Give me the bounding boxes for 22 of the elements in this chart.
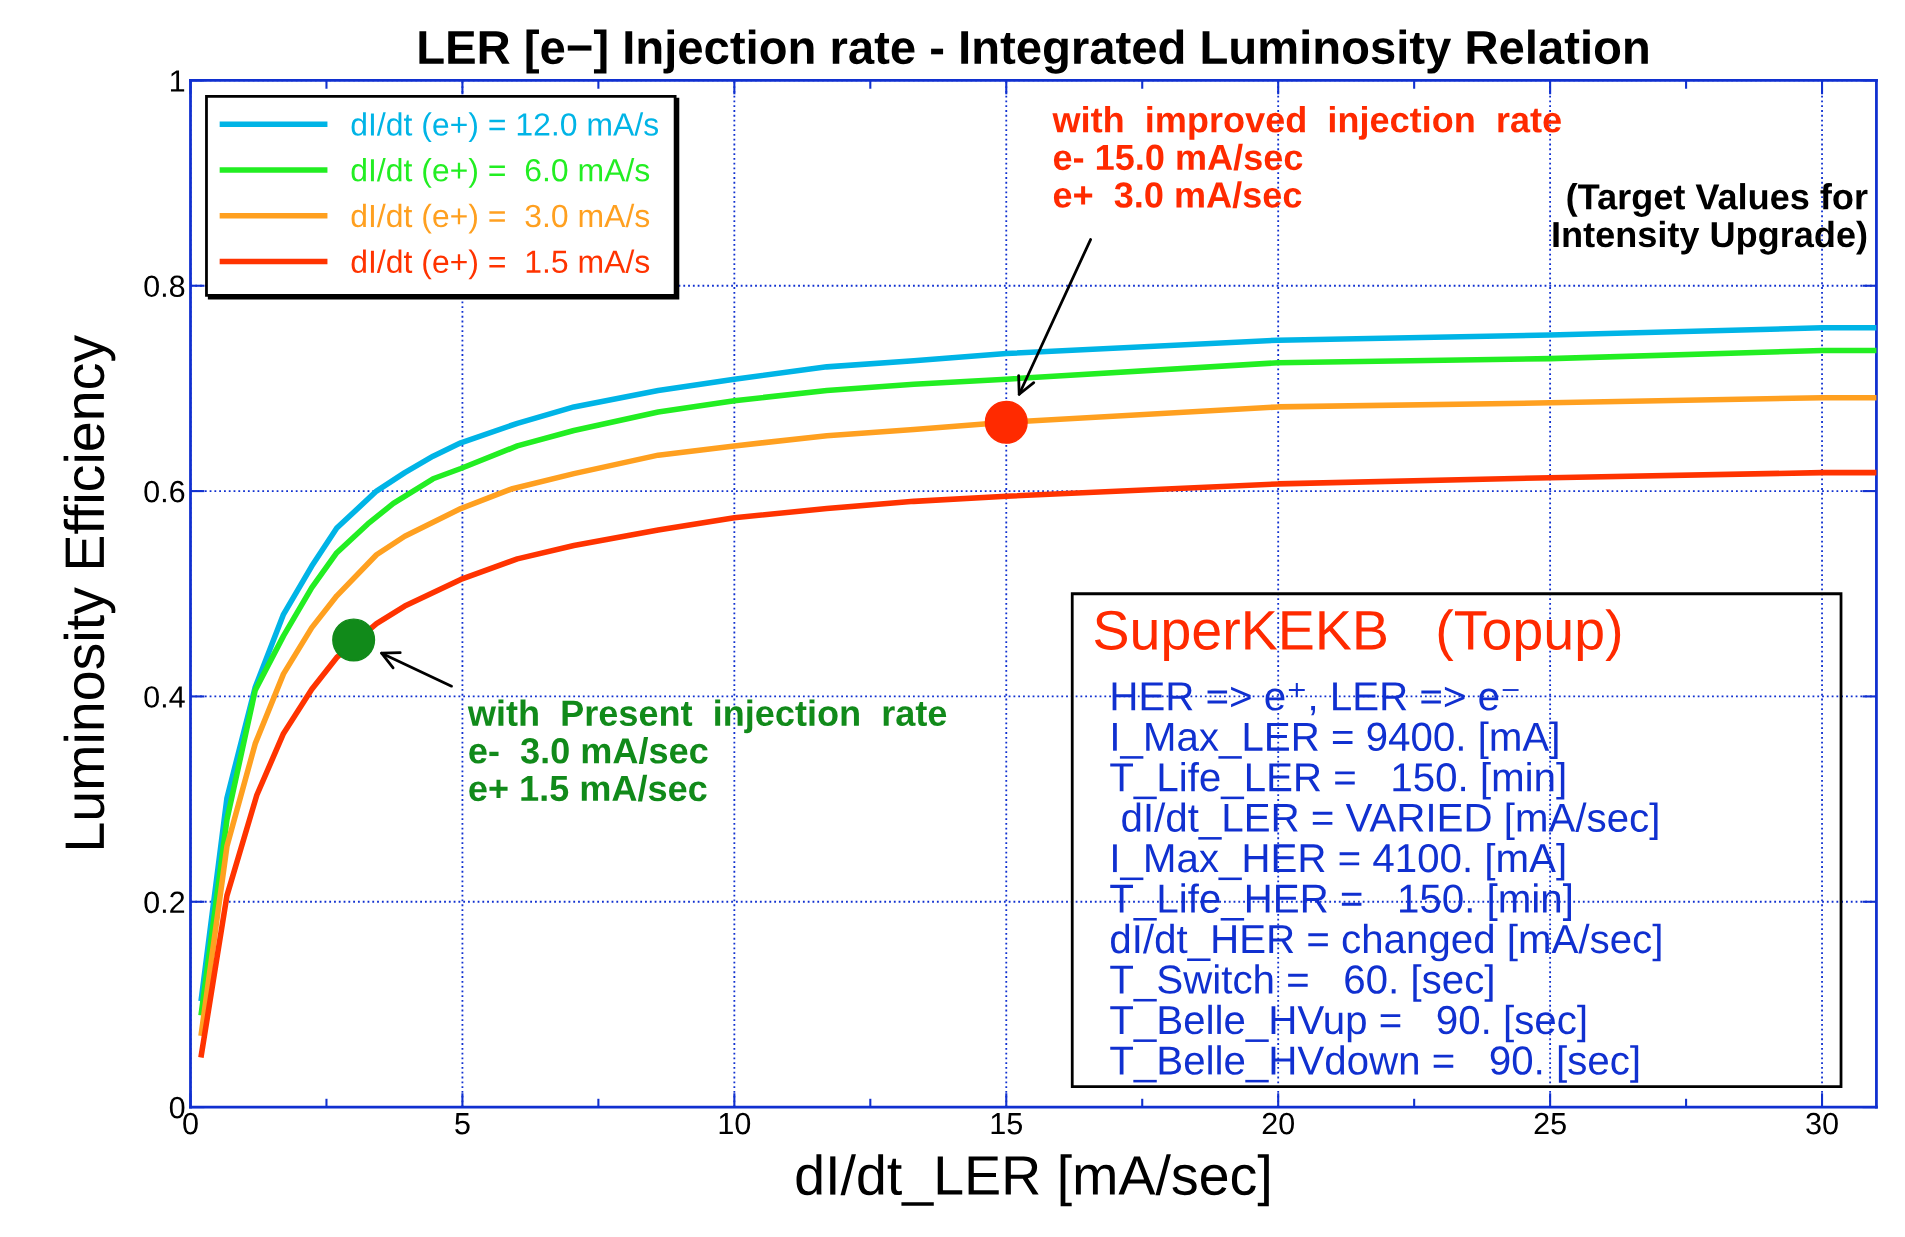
x-tick-label: 20: [1262, 1112, 1294, 1135]
annotation: SuperKEKB (Topup): [1095, 609, 1621, 661]
y-axis-title: Luminosity Efficiency: [63, 334, 116, 849]
chart-title: LER [e−] Injection rate - Integrated Luminosity Relation: [419, 29, 1648, 74]
legend-label: dI/dt (e+) = 6.0 mA/s: [351, 158, 650, 188]
y-tick-label: 0.4: [144, 686, 185, 708]
y-tick-label: 0: [169, 1096, 185, 1119]
annotation: with Present injection rate e- 3.0 mA/sec e+ 1.5 mA/sec: [467, 699, 947, 802]
y-tick-label: 0.2: [144, 891, 185, 914]
x-axis-title: dI/dt_LER [mA/sec]: [796, 1154, 1269, 1207]
y-tick-label: 0.8: [144, 275, 185, 298]
x-tick-label: 10: [719, 1112, 751, 1135]
text: HER => e⁺, LER => e⁻ I_Max_LER = 9400. [mA] T_Life_LER = 150. [min] dI/dt_LER = VARIED [mA/sec] I_Max_HER = 4100. [mA] T_Life_HER = 150. [min] dI/dt_HER = changed [mA/sec] T_Switch = 60. [sec] T_Belle_HVup = 90. [sec] T_Belle_HVdown = 90. [sec]: [1110, 682, 1661, 1083]
y-tick-label: 0.6: [144, 480, 185, 503]
legend-label: dI/dt (e+) = 1.5 mA/s: [351, 249, 650, 280]
legend-label: dI/dt (e+) = 12.0 mA/s: [351, 112, 659, 143]
x-tick-label: 30: [1806, 1112, 1838, 1135]
x-tick-label: 25: [1534, 1112, 1566, 1135]
x-tick-label: 5: [455, 1113, 470, 1135]
legend-label: dI/dt (e+) = 3.0 mA/s: [351, 203, 650, 234]
y-tick-label: 1: [170, 70, 185, 92]
x-tick-label: 15: [991, 1113, 1022, 1135]
